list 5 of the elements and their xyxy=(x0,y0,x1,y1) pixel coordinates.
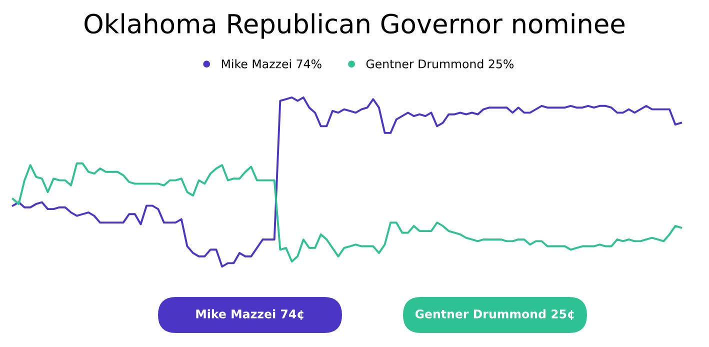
chart-title: Oklahoma Republican Governor nominee xyxy=(84,13,624,39)
legend-label: Gentner Drummond 25% xyxy=(366,59,514,68)
text: Gentner Drummond 25¢ xyxy=(415,309,574,320)
text: Mike Mazzei 74¢ xyxy=(196,309,304,320)
legend-label: Mike Mazzei 74% xyxy=(222,59,322,68)
